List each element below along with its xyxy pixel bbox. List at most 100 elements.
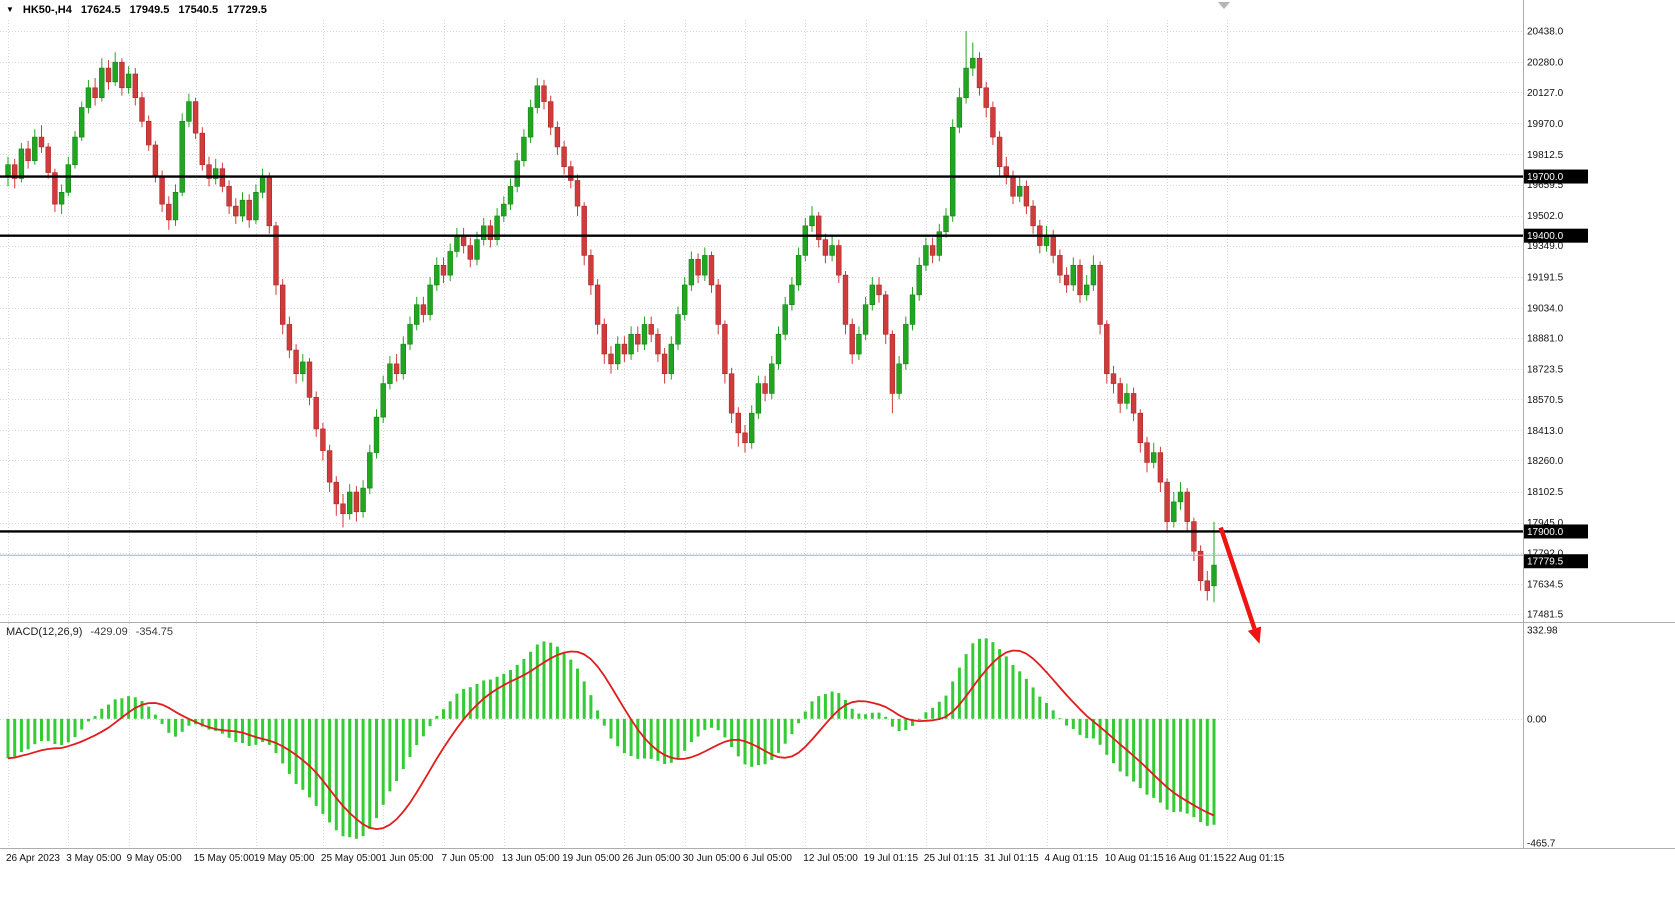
macd-bar: [381, 718, 385, 805]
bullish-candle: [1043, 235, 1050, 246]
level-price-badge: [1524, 228, 1588, 243]
macd-bar: [1158, 718, 1162, 803]
bearish-candle: [206, 164, 212, 179]
price-axis-label: 19970.0: [1527, 119, 1564, 130]
macd-bar: [549, 642, 553, 719]
bearish-candle: [554, 126, 561, 148]
bearish-candle: [320, 428, 326, 451]
bearish-candle: [976, 57, 983, 89]
macd-bar: [254, 718, 258, 745]
macd-signal-value: -354.75: [135, 626, 174, 638]
bearish-candle: [574, 180, 581, 207]
bearish-candle: [38, 136, 45, 148]
macd-bar: [408, 718, 412, 758]
macd-bar: [944, 695, 948, 719]
bullish-candle: [514, 160, 520, 187]
bullish-candle: [346, 491, 353, 515]
macd-bar: [971, 643, 975, 719]
bearish-candle: [568, 166, 574, 181]
macd-bar: [636, 718, 640, 759]
price-axis-label: 19502.0: [1527, 211, 1564, 222]
arrow-shaft: [1218, 526, 1257, 630]
macd-bar: [502, 673, 506, 719]
bullish-candle: [775, 333, 782, 365]
bullish-candle: [782, 304, 788, 335]
bearish-candle: [105, 67, 112, 83]
bullish-candle: [896, 363, 902, 394]
bearish-candle: [52, 172, 58, 205]
bearish-candle: [1010, 176, 1016, 197]
bearish-candle: [12, 164, 18, 179]
macd-bar: [287, 718, 291, 774]
macd-axis[interactable]: 332.98 0.00 -465.7: [1527, 626, 1558, 850]
macd-bar: [857, 713, 861, 719]
bullish-candle: [1084, 284, 1090, 296]
macd-bar: [756, 718, 760, 766]
bullish-candle: [112, 61, 118, 83]
macd-bar: [582, 681, 586, 719]
bearish-candle: [735, 412, 742, 434]
macd-bar: [877, 712, 881, 719]
macd-bar: [86, 718, 90, 722]
bearish-candle: [1164, 481, 1170, 522]
bearish-candle: [1050, 235, 1056, 256]
macd-bar: [247, 718, 251, 746]
macd-bar: [1145, 718, 1149, 795]
bullish-candle: [702, 255, 708, 276]
bullish-candle: [755, 383, 762, 414]
bearish-candle: [326, 450, 333, 483]
macd-bar: [468, 687, 472, 719]
macd-bar: [348, 718, 352, 838]
macd-bar: [964, 654, 968, 719]
bearish-candle: [541, 85, 547, 102]
bullish-candle: [829, 245, 835, 256]
price-axis-label: 19812.5: [1527, 150, 1564, 161]
bid-price-badge: [1524, 554, 1588, 569]
bearish-candle: [608, 353, 614, 365]
bullish-candle: [869, 284, 876, 306]
bullish-candle: [802, 225, 809, 256]
price-axis-label: 17481.5: [1527, 610, 1564, 621]
macd-bar: [837, 693, 841, 719]
macd-bar: [596, 710, 600, 719]
price-axis-label: 19191.5: [1527, 272, 1564, 283]
macd-bar: [160, 718, 164, 724]
price-axis-label: 20280.0: [1527, 58, 1564, 69]
macd-bar: [823, 693, 827, 719]
bearish-candle: [889, 333, 896, 394]
bullish-candle: [253, 192, 259, 221]
bullish-candle: [407, 324, 413, 345]
bullish-candle: [527, 107, 534, 138]
macd-bar: [267, 718, 271, 745]
bearish-candle: [440, 264, 447, 276]
price-axis-label: 17945.0: [1527, 518, 1564, 529]
macd-bar: [234, 718, 238, 742]
bearish-candle: [1003, 166, 1010, 177]
macd-bar: [937, 701, 941, 719]
price-axis-label: 17634.5: [1527, 579, 1564, 590]
bullish-candle: [501, 203, 507, 217]
macd-bar: [1165, 718, 1169, 810]
bullish-candle: [434, 264, 440, 286]
trend-arrow-annotation[interactable]: [1218, 526, 1262, 644]
chart-shift-marker-icon[interactable]: [1218, 2, 1230, 9]
bullish-candle: [970, 57, 976, 69]
bearish-candle: [762, 383, 768, 394]
bullish-candle: [909, 294, 916, 325]
macd-main-value: -429.09: [90, 626, 128, 638]
price-badge-label: 19700.0: [1527, 172, 1564, 183]
time-axis-label: 19 May 05:00: [254, 853, 315, 864]
bearish-candle: [132, 73, 138, 98]
time-axis-label: 19 Jun 05:00: [562, 853, 620, 864]
bearish-candle: [661, 353, 668, 375]
time-axis[interactable]: 26 Apr 2023 3 May 05:00 9 May 05:00 15 May …: [6, 853, 1285, 864]
price-axis[interactable]: 20438.0 20280.0 20127.0 19970.0 19812.5 19659…: [1524, 27, 1588, 621]
macd-bar: [1065, 718, 1069, 726]
symbol-dropdown-icon[interactable]: ▼: [6, 5, 14, 14]
macd-bar: [100, 708, 104, 719]
time-axis-label: 13 Jun 05:00: [502, 853, 560, 864]
macd-bar: [140, 700, 144, 719]
macd-bar: [576, 668, 579, 719]
